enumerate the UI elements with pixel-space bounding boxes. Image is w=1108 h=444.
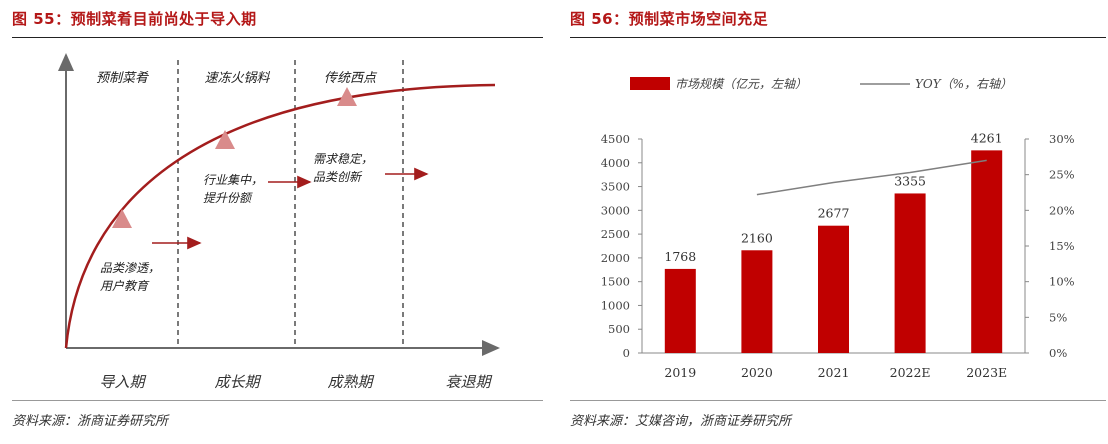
bar-value-label: 3355 bbox=[894, 173, 926, 188]
right-tick-label: 0% bbox=[1049, 346, 1067, 360]
stage-label: 成熟期 bbox=[327, 373, 374, 391]
product-marker bbox=[337, 87, 357, 106]
right-tick-label: 25% bbox=[1049, 168, 1075, 182]
figure-title: 图 55：预制菜肴目前尚处于导入期 bbox=[12, 10, 257, 28]
stage-annotation: 品类渗透， bbox=[100, 261, 160, 275]
bar-value-label: 1768 bbox=[664, 249, 696, 264]
left-tick-label: 4000 bbox=[601, 156, 630, 170]
market-bar-chart: 市场规模（亿元，左轴） YOY（%，右轴） 0 500 1000 1500 2000 2500… bbox=[601, 77, 1075, 380]
figure-source: 资料来源：艾媒咨询，浙商证券研究所 bbox=[570, 414, 792, 429]
product-marker bbox=[112, 209, 132, 228]
legend-swatch-bars bbox=[630, 77, 670, 90]
left-tick-label: 1500 bbox=[601, 275, 630, 289]
bar-value-label: 4261 bbox=[971, 130, 1003, 145]
right-tick-label: 30% bbox=[1049, 132, 1075, 146]
bar bbox=[664, 268, 696, 353]
stage-annotation: 品类创新 bbox=[313, 170, 363, 184]
bar bbox=[971, 150, 1003, 353]
legend-label-line: YOY（%，右轴） bbox=[915, 77, 1012, 91]
figure-source: 资料来源：浙商证券研究所 bbox=[12, 414, 169, 429]
legend-label-bars: 市场规模（亿元，左轴） bbox=[675, 77, 807, 91]
stage-header: 传统西点 bbox=[324, 71, 378, 86]
right-tick-label: 5% bbox=[1049, 310, 1067, 324]
source-rule bbox=[570, 400, 1106, 401]
market-figure: 图 56：预制菜市场空间充足 市场规模（亿元，左轴） YOY（%，右轴） 0 500 1… bbox=[560, 0, 1108, 444]
x-tick-label: 2022E bbox=[890, 365, 931, 380]
stage-annotation: 提升份额 bbox=[203, 191, 253, 205]
yoy-line bbox=[756, 159, 987, 196]
stage-annotation: 行业集中， bbox=[203, 173, 263, 187]
left-tick-label: 3000 bbox=[601, 203, 630, 217]
title-rule bbox=[570, 37, 1106, 38]
stage-label: 成长期 bbox=[214, 373, 261, 391]
x-tick-label: 2021 bbox=[818, 365, 850, 380]
right-tick-label: 20% bbox=[1049, 203, 1075, 217]
left-tick-label: 500 bbox=[608, 322, 630, 336]
stage-annotation: 需求稳定， bbox=[313, 152, 373, 166]
bar-value-label: 2677 bbox=[818, 206, 850, 221]
product-marker bbox=[215, 130, 235, 149]
stage-header: 速冻火锅料 bbox=[204, 70, 270, 86]
right-tick-label: 15% bbox=[1049, 239, 1075, 253]
stage-label: 导入期 bbox=[99, 373, 146, 391]
left-tick-label: 2000 bbox=[601, 251, 630, 265]
stage-label: 衰退期 bbox=[445, 373, 492, 391]
source-rule bbox=[12, 400, 543, 401]
title-rule bbox=[12, 37, 543, 38]
stage-annotation: 用户教育 bbox=[100, 279, 150, 293]
bar bbox=[894, 193, 926, 353]
left-tick-label: 2500 bbox=[601, 227, 630, 241]
x-tick-label: 2020 bbox=[741, 365, 773, 380]
left-tick-label: 4500 bbox=[601, 132, 630, 146]
lifecycle-figure: 图 55：预制菜肴目前尚处于导入期 预制菜肴 速冻火锅料 传统西点品类渗透， 用户教育… bbox=[0, 0, 545, 444]
x-tick-label: 2019 bbox=[664, 365, 696, 380]
left-tick-label: 0 bbox=[623, 346, 630, 360]
x-tick-label: 2023E bbox=[966, 365, 1007, 380]
left-tick-label: 3500 bbox=[601, 180, 630, 194]
stage-header: 预制菜肴 bbox=[96, 71, 149, 86]
bar bbox=[741, 250, 773, 353]
figure-title: 图 56：预制菜市场空间充足 bbox=[570, 10, 769, 28]
right-tick-label: 10% bbox=[1049, 275, 1075, 289]
bar bbox=[818, 225, 849, 353]
left-tick-label: 1000 bbox=[601, 298, 630, 312]
lifecycle-curve bbox=[64, 83, 496, 349]
bar-value-label: 2160 bbox=[741, 230, 773, 245]
